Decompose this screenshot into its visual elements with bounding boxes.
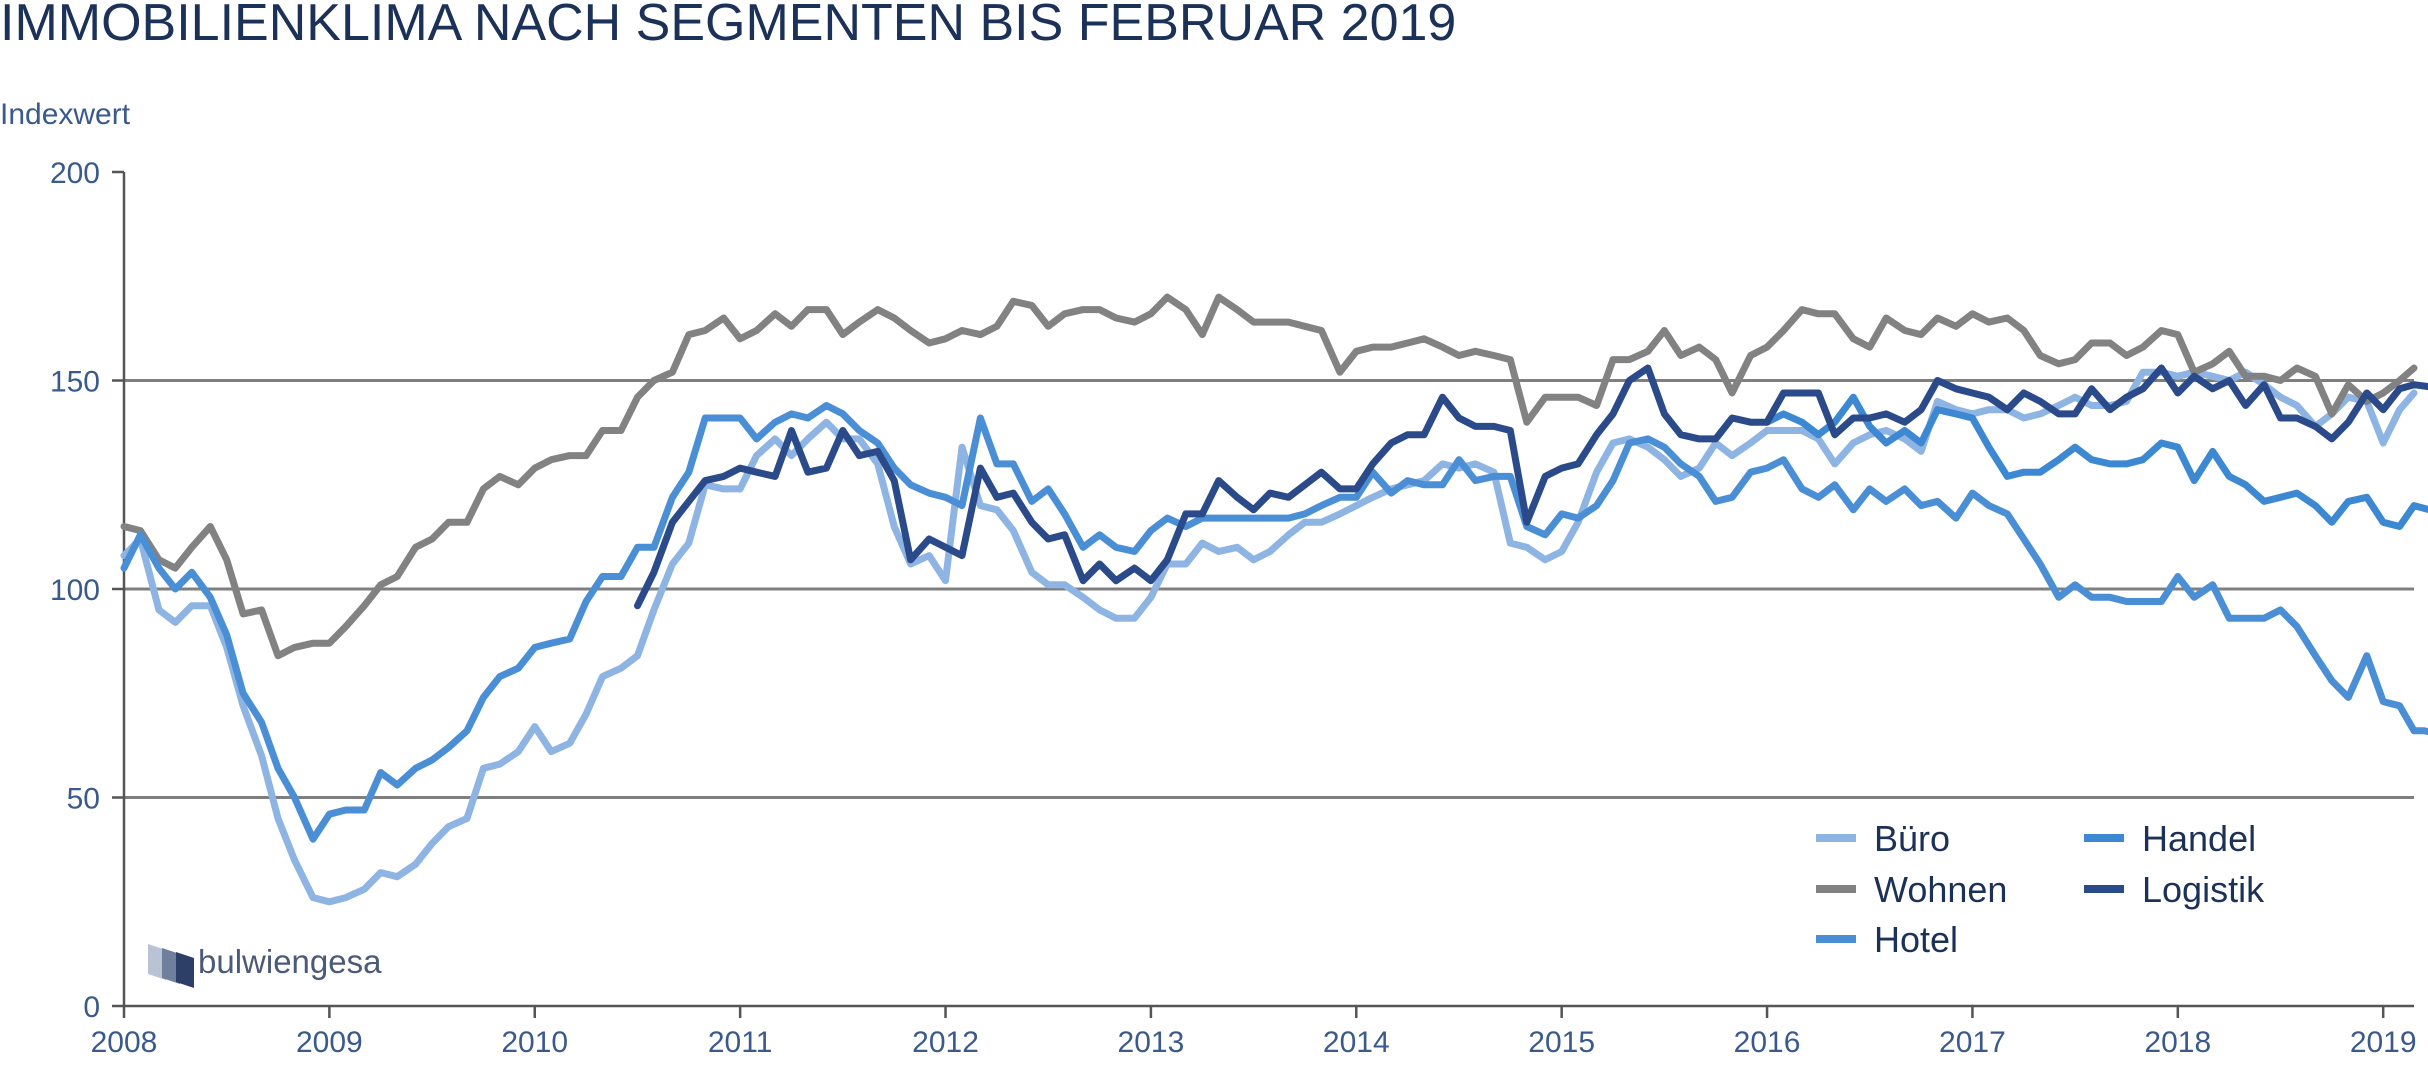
x-tick-label: 2018 bbox=[2144, 1026, 2211, 1059]
x-tick-label: 2009 bbox=[296, 1026, 363, 1059]
x-tick-label: 2011 bbox=[708, 1026, 773, 1059]
x-tick-label: 2013 bbox=[1118, 1026, 1185, 1059]
legend-label-handel: Handel bbox=[2142, 818, 2256, 859]
x-tick-label: 2012 bbox=[912, 1026, 979, 1059]
logo-text: bulwiengesa bbox=[198, 943, 382, 980]
legend: Büro Handel Wohnen Logistik Hotel bbox=[1816, 818, 2265, 960]
x-tick-label: 2014 bbox=[1323, 1026, 1390, 1059]
y-tick-label: 100 bbox=[50, 574, 100, 607]
series-line-wohnen bbox=[120, 293, 2418, 660]
y-tick-label: 150 bbox=[50, 366, 100, 399]
legend-label-büro: Büro bbox=[1874, 818, 1950, 859]
y-axis-label: Indexwert bbox=[0, 98, 131, 131]
x-tick-label: 2010 bbox=[501, 1026, 568, 1059]
x-tick-label: 2016 bbox=[1734, 1026, 1801, 1059]
series-lines bbox=[120, 293, 2428, 906]
chart-title: IMMOBILIENKLIMA NACH SEGMENTEN BIS FEBRU… bbox=[0, 0, 1456, 52]
y-tick-label: 0 bbox=[83, 991, 100, 1024]
y-tick-label: 50 bbox=[67, 783, 100, 816]
series-line-büro bbox=[120, 368, 2418, 906]
x-tick-labels: 2008 2009 2010 2011 2012 2013 2014 2015 2016 2017… bbox=[91, 1006, 2417, 1059]
x-tick-label: 2019 bbox=[2350, 1026, 2417, 1059]
logo-mark-icon bbox=[148, 944, 194, 988]
x-tick-label: 2015 bbox=[1528, 1026, 1595, 1059]
series-line-logistik bbox=[634, 364, 2428, 610]
legend-label-hotel: Hotel bbox=[1874, 919, 1958, 960]
bulwiengesa-logo: bulwiengesa bbox=[148, 943, 382, 988]
x-tick-label: 2008 bbox=[91, 1026, 158, 1059]
gridlines bbox=[124, 379, 2414, 799]
legend-label-wohnen: Wohnen bbox=[1874, 869, 2007, 910]
x-tick-label: 2017 bbox=[1939, 1026, 2006, 1059]
series-line-handel bbox=[1763, 393, 2428, 530]
y-tick-label: 200 bbox=[50, 157, 100, 190]
legend-label-logistik: Logistik bbox=[2142, 869, 2265, 910]
series-line-hotel bbox=[120, 402, 2428, 843]
y-tick-labels: 0 50 100 150 200 bbox=[50, 157, 124, 1024]
